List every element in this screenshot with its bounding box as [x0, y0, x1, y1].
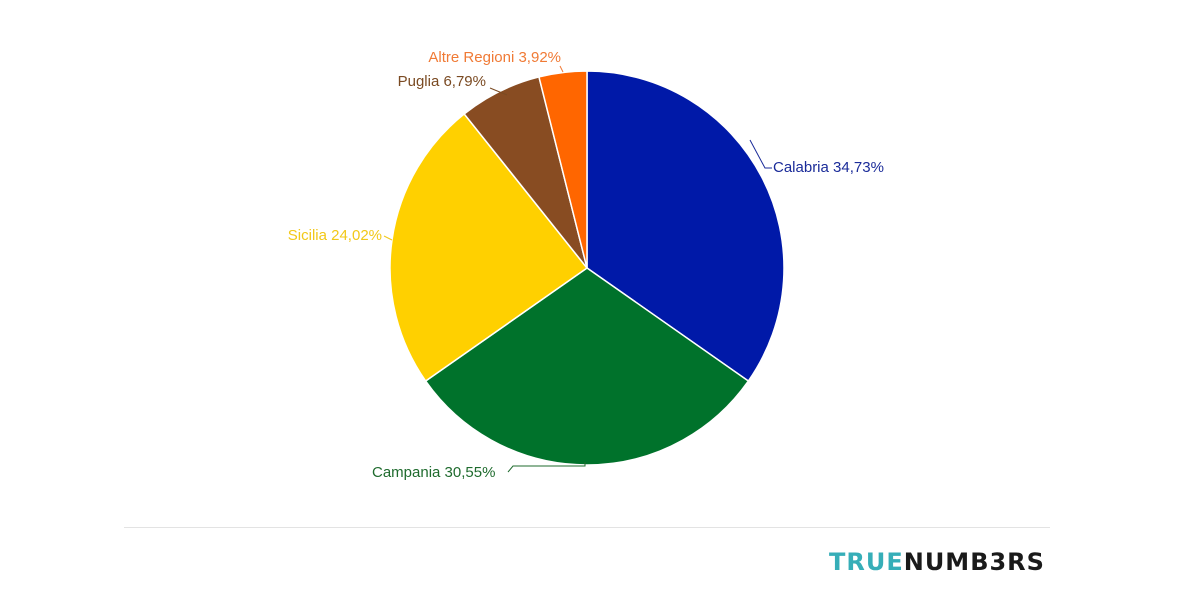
- pie-slices: [389, 70, 785, 466]
- connector-puglia: [489, 87, 508, 96]
- brand-logo-part-1: TRUE: [829, 548, 904, 576]
- slice-labels: Calabria 34,73% Campania 30,55% Sicilia 24…: [288, 49, 884, 481]
- connector-altre-regioni: [559, 65, 564, 73]
- footer-divider: [124, 527, 1050, 528]
- slice-label-puglia: Puglia 6,79%: [398, 73, 486, 90]
- pie-slice-altre-regioni: [538, 70, 588, 269]
- connector-calabria: [749, 139, 772, 169]
- brand-logo: TRUENUMB3RS: [829, 548, 1045, 576]
- connector-campania: [507, 462, 586, 473]
- slice-label-calabria: Calabria 34,73%: [773, 159, 884, 176]
- slice-label-altre-regioni: Altre Regioni 3,92%: [428, 49, 561, 66]
- brand-logo-part-2: NUMB3RS: [903, 548, 1045, 576]
- pie-slice-calabria: [586, 70, 785, 383]
- connector-sicilia: [383, 235, 393, 241]
- slice-label-sicilia: Sicilia 24,02%: [288, 227, 382, 244]
- label-connectors: [383, 65, 772, 473]
- pie-slice-campania: [424, 267, 750, 466]
- slice-label-campania: Campania 30,55%: [372, 464, 495, 481]
